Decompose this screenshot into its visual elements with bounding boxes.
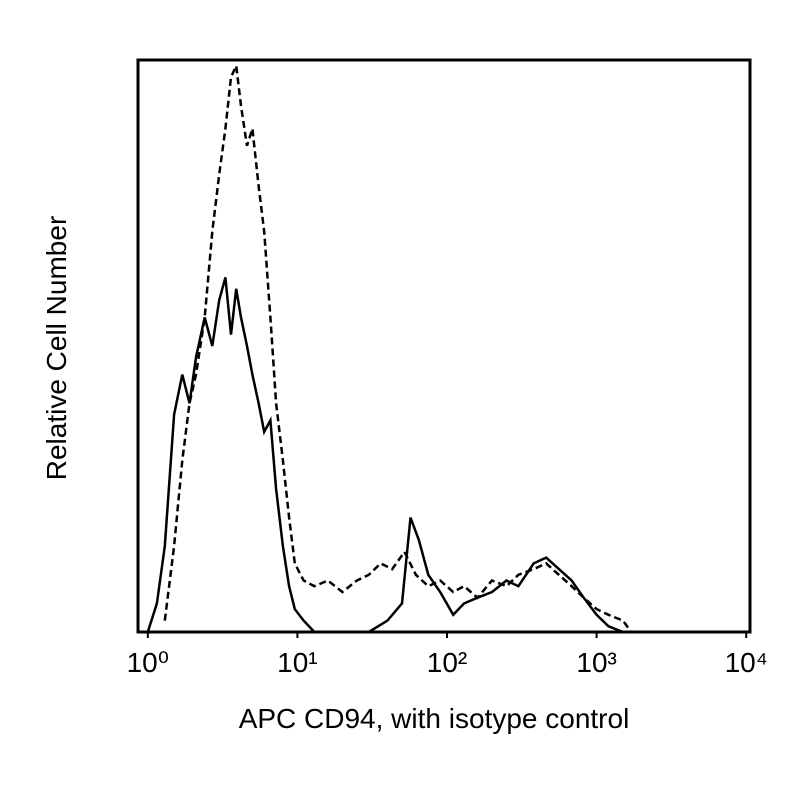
x-tick-label: 10⁴ [725, 647, 768, 678]
series-line [146, 277, 624, 634]
x-axis-label: APC CD94, with isotype control [239, 703, 630, 734]
x-tick-label: 10¹ [277, 647, 317, 678]
x-tick-label: 10² [427, 647, 467, 678]
x-tick-label: 10³ [576, 647, 616, 678]
x-tick-label: 10⁰ [127, 647, 169, 678]
series-line [163, 61, 633, 633]
plot-frame [136, 58, 752, 634]
y-axis-label: Relative Cell Number [41, 216, 72, 481]
